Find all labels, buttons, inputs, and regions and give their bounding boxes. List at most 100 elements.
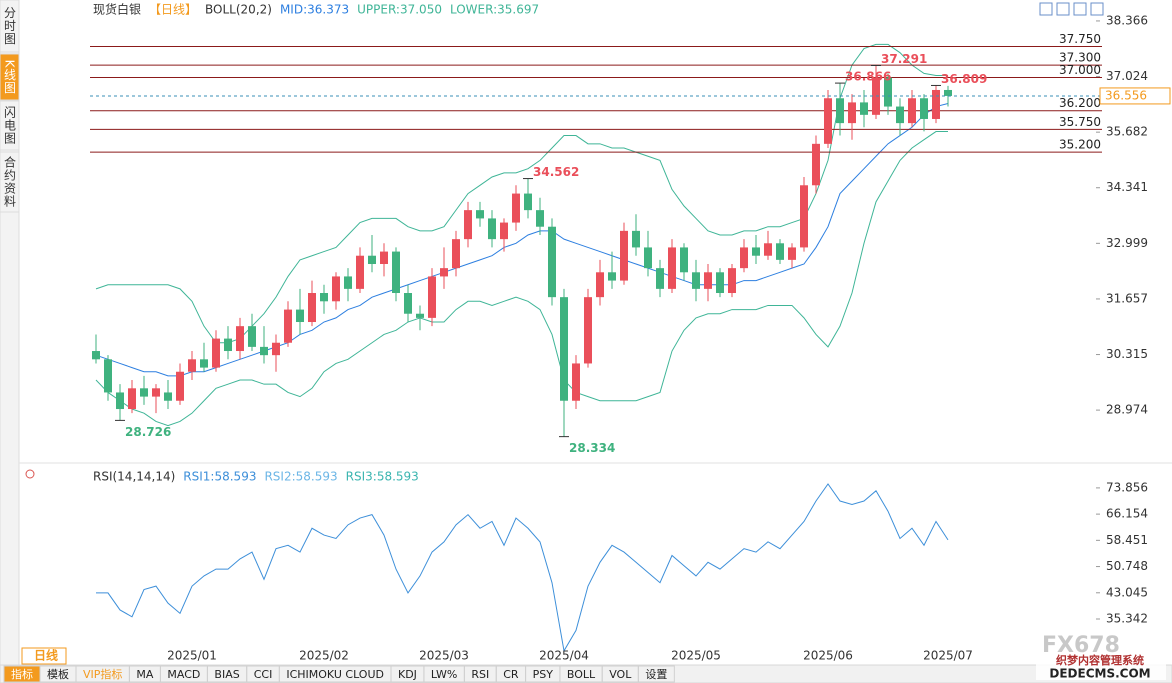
candle-body bbox=[884, 77, 892, 107]
candle-body bbox=[200, 359, 208, 368]
candle-body bbox=[416, 313, 424, 318]
candle-body bbox=[680, 247, 688, 273]
toolbar-item[interactable]: BIAS bbox=[214, 668, 239, 681]
candle-body bbox=[644, 247, 652, 269]
indicator-line bbox=[95, 131, 948, 427]
y-tick-label: 32.999 bbox=[1106, 236, 1148, 250]
toolbar-item[interactable]: KDJ bbox=[398, 668, 417, 681]
candle-body bbox=[320, 293, 328, 302]
settings-icon[interactable] bbox=[25, 469, 35, 479]
sidebar-tab[interactable] bbox=[0, 100, 20, 151]
extreme-label: 34.562 bbox=[533, 165, 579, 179]
price-level-label: 37.000 bbox=[1059, 63, 1101, 77]
toolbar-item[interactable]: VOL bbox=[609, 668, 632, 681]
candle-body bbox=[452, 239, 460, 269]
period-selector-label: 日线 bbox=[34, 648, 58, 663]
candle-body bbox=[788, 247, 796, 260]
indicator-line bbox=[96, 483, 949, 653]
price-level-label: 37.750 bbox=[1059, 32, 1101, 46]
candle-body bbox=[236, 326, 244, 352]
candle-body bbox=[344, 276, 352, 289]
y-tick-label: 73.856 bbox=[1106, 480, 1148, 494]
zoom-icon[interactable] bbox=[1039, 2, 1053, 16]
y-tick-label: 31.657 bbox=[1106, 291, 1148, 305]
chart-title: 现货白银 bbox=[93, 2, 141, 17]
candle-body bbox=[164, 392, 172, 401]
indicator-label: BOLL(20,2) bbox=[205, 3, 272, 17]
reset-icon[interactable] bbox=[1073, 2, 1087, 16]
candle-body bbox=[932, 89, 940, 119]
toolbar-item[interactable]: RSI bbox=[471, 668, 489, 681]
extreme-label: 37.291 bbox=[881, 52, 927, 66]
toolbar-item[interactable]: BOLL bbox=[567, 668, 596, 681]
toolbar-item[interactable]: CCI bbox=[254, 668, 273, 681]
y-tick-label: 34.341 bbox=[1106, 180, 1148, 194]
watermark-caption: 织梦内容管理系统 bbox=[1056, 653, 1144, 667]
candle-body bbox=[380, 251, 388, 265]
candle-body bbox=[536, 210, 544, 227]
candle-body bbox=[860, 102, 868, 115]
candle-body bbox=[764, 243, 772, 256]
indicator-line bbox=[95, 103, 949, 377]
candle-body bbox=[224, 338, 232, 352]
candle-body bbox=[776, 243, 784, 260]
candle-body bbox=[692, 272, 700, 289]
x-tick-label: 2025/02 bbox=[299, 649, 349, 663]
candle-body bbox=[812, 143, 820, 186]
toolbar-item[interactable]: VIP指标 bbox=[83, 667, 122, 681]
candle-body bbox=[152, 388, 160, 397]
candle-body bbox=[212, 338, 220, 368]
sidebar-tab[interactable] bbox=[0, 151, 20, 213]
toolbar-item[interactable]: PSY bbox=[533, 668, 554, 681]
toolbar-item[interactable]: CR bbox=[503, 668, 519, 681]
candle-body bbox=[548, 226, 556, 298]
toolbar-item[interactable]: ICHIMOKU CLOUD bbox=[286, 668, 384, 681]
candle-body bbox=[248, 326, 256, 347]
candle-body bbox=[632, 230, 640, 248]
toolbar-item[interactable]: MA bbox=[136, 668, 153, 681]
move-icon[interactable] bbox=[1056, 2, 1070, 16]
candle-body bbox=[704, 272, 712, 289]
candle-body bbox=[428, 276, 436, 318]
candle-body bbox=[800, 185, 808, 248]
x-tick-label: 2025/01 bbox=[167, 649, 217, 663]
toolbar-item[interactable]: 设置 bbox=[645, 668, 667, 681]
y-tick-label: 50.748 bbox=[1106, 559, 1148, 573]
watermark-band bbox=[1036, 656, 1166, 680]
x-tick-label: 2025/04 bbox=[539, 649, 589, 663]
toolbar-item[interactable]: 模板 bbox=[47, 667, 69, 681]
candle-body bbox=[620, 230, 628, 281]
last-price-label: 36.556 bbox=[1105, 88, 1147, 102]
candle-body bbox=[260, 346, 268, 356]
fullscreen-icon[interactable] bbox=[1090, 2, 1104, 16]
toolbar-item[interactable]: LW% bbox=[431, 668, 457, 681]
watermark-site: DEDECMS.COM bbox=[1049, 667, 1150, 681]
candle-body bbox=[188, 359, 196, 372]
toolbar-button bbox=[637, 665, 675, 683]
y-tick-label: 38.366 bbox=[1106, 13, 1148, 27]
candle-body bbox=[284, 309, 292, 343]
sidebar-tab-label: 分时图 bbox=[3, 6, 17, 45]
candle-body bbox=[920, 98, 928, 119]
candle-body bbox=[176, 371, 184, 401]
candle-body bbox=[116, 392, 124, 410]
bottom-toolbar bbox=[0, 664, 1172, 683]
candle-body bbox=[572, 363, 580, 401]
sidebar-tab[interactable] bbox=[0, 53, 20, 101]
y-tick-label: 35.682 bbox=[1106, 125, 1148, 139]
sidebar-tab[interactable] bbox=[0, 0, 20, 53]
candle-body bbox=[140, 388, 148, 397]
extreme-label: 36.809 bbox=[941, 72, 987, 86]
toolbar-item[interactable]: 指标 bbox=[11, 667, 33, 681]
period-selector[interactable] bbox=[21, 647, 67, 665]
toolbar-item[interactable]: MACD bbox=[167, 668, 200, 681]
candle-body bbox=[440, 268, 448, 277]
sidebar-tab-label: K线图 bbox=[3, 60, 17, 95]
candle-body bbox=[272, 342, 280, 356]
price-level-label: 36.200 bbox=[1059, 96, 1101, 110]
candle-body bbox=[848, 102, 856, 124]
candle-body bbox=[308, 293, 316, 323]
candle-body bbox=[512, 193, 520, 223]
x-tick-label: 2025/03 bbox=[419, 649, 469, 663]
